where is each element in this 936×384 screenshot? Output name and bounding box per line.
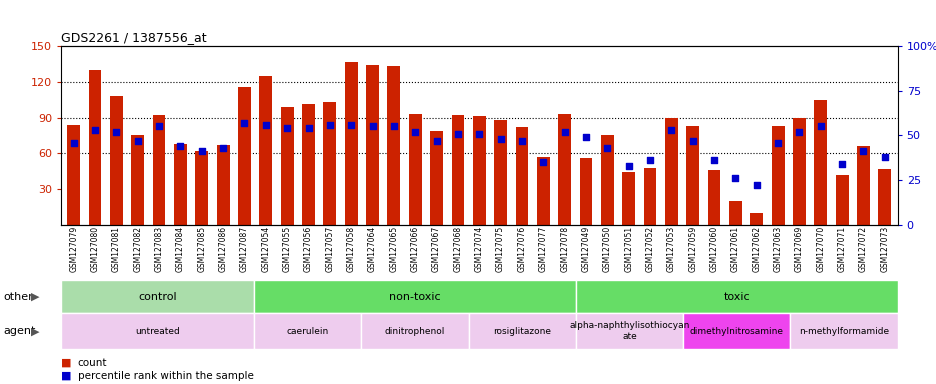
Point: [365, 123, 380, 129]
Text: rosiglitazone: rosiglitazone: [492, 327, 550, 336]
Text: caerulein: caerulein: [286, 327, 329, 336]
Bar: [835, 175, 848, 225]
Bar: [515, 127, 528, 225]
Point: [812, 123, 827, 129]
Bar: [579, 158, 592, 225]
Text: GDS2261 / 1387556_at: GDS2261 / 1387556_at: [61, 31, 206, 44]
Bar: [153, 115, 166, 225]
Bar: [216, 145, 229, 225]
Point: [215, 145, 230, 151]
Point: [386, 123, 401, 129]
Bar: [281, 107, 293, 225]
Text: control: control: [138, 291, 177, 302]
Bar: [344, 61, 358, 225]
Bar: [877, 169, 890, 225]
Text: alpha-naphthylisothiocyan
ate: alpha-naphthylisothiocyan ate: [569, 321, 689, 341]
Text: ▶: ▶: [31, 291, 40, 302]
Text: ■: ■: [61, 371, 71, 381]
Bar: [366, 65, 378, 225]
Bar: [771, 126, 783, 225]
Text: percentile rank within the sample: percentile rank within the sample: [78, 371, 254, 381]
Point: [876, 154, 891, 160]
Point: [152, 123, 167, 129]
Bar: [174, 144, 186, 225]
Bar: [493, 120, 506, 225]
Point: [173, 143, 188, 149]
Point: [599, 145, 614, 151]
Bar: [451, 115, 464, 225]
Bar: [67, 125, 80, 225]
Point: [727, 175, 742, 181]
Bar: [196, 151, 208, 225]
Point: [429, 137, 444, 144]
Bar: [643, 167, 656, 225]
Bar: [558, 114, 570, 225]
Text: toxic: toxic: [723, 291, 749, 302]
Bar: [131, 136, 144, 225]
Point: [87, 127, 102, 133]
Point: [664, 127, 679, 133]
Bar: [301, 104, 314, 225]
Bar: [665, 118, 677, 225]
Bar: [600, 136, 613, 225]
Bar: [792, 118, 805, 225]
Point: [749, 182, 764, 189]
Point: [856, 148, 870, 154]
Bar: [685, 126, 698, 225]
Point: [130, 137, 145, 144]
Point: [557, 129, 572, 135]
Point: [279, 125, 294, 131]
Point: [706, 157, 721, 164]
Point: [66, 139, 81, 146]
Bar: [707, 170, 720, 225]
Text: ■: ■: [61, 358, 71, 368]
Text: other: other: [4, 291, 34, 302]
Bar: [728, 201, 741, 225]
Bar: [430, 131, 443, 225]
Point: [492, 136, 507, 142]
Bar: [856, 146, 869, 225]
Bar: [323, 102, 336, 225]
Bar: [750, 213, 762, 225]
Text: dimethylnitrosamine: dimethylnitrosamine: [689, 327, 782, 336]
Bar: [238, 86, 251, 225]
Bar: [89, 70, 101, 225]
Point: [407, 129, 422, 135]
Point: [621, 163, 636, 169]
Text: count: count: [78, 358, 107, 368]
Point: [578, 134, 592, 140]
Point: [471, 131, 486, 137]
Point: [300, 125, 315, 131]
Point: [535, 159, 550, 165]
Bar: [622, 172, 635, 225]
Point: [514, 137, 529, 144]
Text: non-toxic: non-toxic: [388, 291, 440, 302]
Point: [109, 129, 124, 135]
Bar: [110, 96, 123, 225]
Text: n-methylformamide: n-methylformamide: [798, 327, 888, 336]
Text: untreated: untreated: [135, 327, 180, 336]
Bar: [259, 76, 272, 225]
Point: [344, 122, 358, 128]
Text: agent: agent: [4, 326, 37, 336]
Bar: [408, 114, 421, 225]
Bar: [388, 66, 400, 225]
Point: [769, 139, 784, 146]
Point: [450, 131, 465, 137]
Point: [322, 122, 337, 128]
Point: [194, 148, 209, 154]
Point: [258, 122, 273, 128]
Point: [684, 137, 699, 144]
Bar: [473, 116, 485, 225]
Bar: [813, 99, 826, 225]
Point: [237, 120, 252, 126]
Point: [834, 161, 849, 167]
Bar: [536, 157, 549, 225]
Text: ▶: ▶: [31, 326, 40, 336]
Text: dinitrophenol: dinitrophenol: [385, 327, 445, 336]
Point: [791, 129, 806, 135]
Point: [642, 157, 657, 164]
